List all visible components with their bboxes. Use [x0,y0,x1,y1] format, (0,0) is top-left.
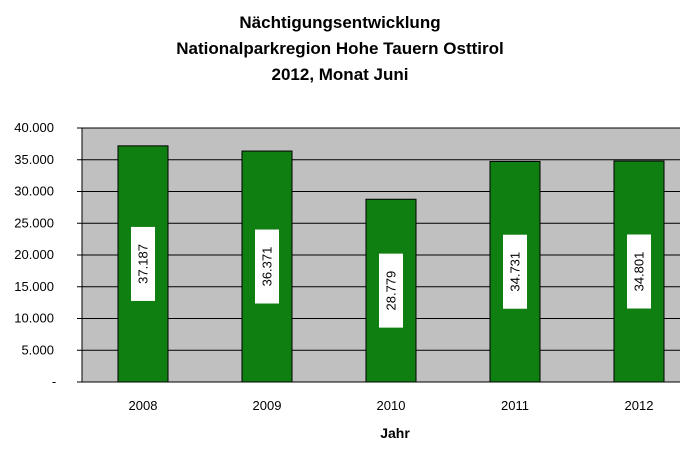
data-label-box [627,234,651,309]
data-label: 34.731 [508,252,523,292]
data-label: 28.779 [384,271,399,311]
data-label-box [255,229,279,304]
data-label-box [503,234,527,309]
y-tick-label: 20.000 [14,247,54,262]
x-tick-label: 2011 [501,398,529,413]
data-label-box [131,226,155,301]
data-label: 36.371 [260,247,275,287]
data-label: 34.801 [632,252,647,292]
bar [613,160,665,383]
y-tick-label: 25.000 [14,215,54,230]
y-tick-label: 35.000 [14,152,54,167]
x-tick-label: 2009 [253,398,282,413]
y-tick-label: 10.000 [14,311,54,326]
y-tick-label: 5.000 [21,342,54,357]
y-tick-label: 15.000 [14,279,54,294]
chart-title-line-3: 2012, Monat Juni [271,65,409,84]
chart-title-line-2: Nationalparkregion Hohe Tauern Osttirol [176,39,504,58]
chart-title-line-1: Nächtigungsentwicklung [239,13,441,32]
x-tick-label: 2010 [377,398,406,413]
x-tick-label: 2008 [129,398,158,413]
y-tick-label: - [52,374,56,389]
x-tick-label: 2012 [625,398,654,413]
data-label-box [379,253,403,328]
y-tick-label: 30.000 [14,184,54,199]
x-axis-title: Jahr [380,425,410,441]
data-label: 37.187 [136,244,151,284]
y-tick-label: 40.000 [14,120,54,135]
